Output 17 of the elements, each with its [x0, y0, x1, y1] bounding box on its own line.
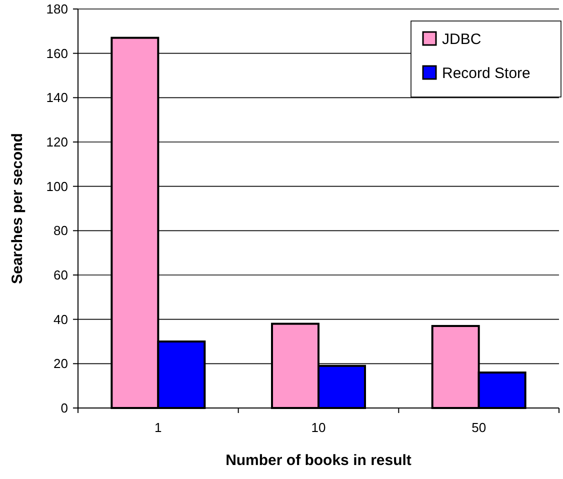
y-tick-label: 100 [46, 178, 68, 194]
legend-label: JDBC [442, 31, 482, 48]
y-tick-label: 120 [46, 134, 68, 150]
y-tick-label: 80 [54, 223, 68, 238]
y-tick-label: 140 [46, 90, 68, 106]
x-tick-label: 10 [311, 420, 326, 435]
y-axis-title: Searches per second [9, 133, 26, 284]
legend-label: Record Store [442, 65, 530, 82]
x-axis-title: Number of books in result [226, 452, 412, 469]
y-tick-label: 180 [46, 2, 68, 17]
x-tick-label: 1 [154, 420, 162, 435]
y-tick-label: 40 [54, 312, 68, 327]
y-tick-label: 60 [54, 268, 68, 283]
y-tick-label: 0 [60, 400, 68, 416]
y-tick-label: 160 [46, 46, 68, 61]
y-tick-label: 20 [54, 356, 68, 372]
x-tick-label: 50 [472, 420, 486, 435]
